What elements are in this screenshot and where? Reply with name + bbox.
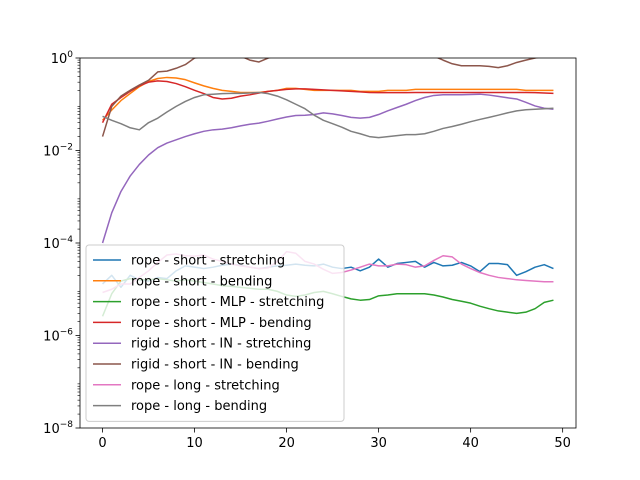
legend-label-rope-long-bending: rope - long - bending (131, 399, 267, 414)
legend-label-rigid-short-in-bending: rigid - short - IN - bending (131, 358, 299, 373)
legend-label-rigid-short-in-stretching: rigid - short - IN - stretching (131, 337, 311, 352)
legend: rope - short - stretching rope - short - … (85, 244, 345, 422)
series-line-rigid-short-in-bending (101, 58, 539, 137)
y-tick-exponent: −6 (60, 328, 74, 338)
y-tick-exponent: −4 (60, 235, 74, 245)
legend-label-rope-short-bending: rope - short - bending (131, 274, 272, 289)
y-tick-base: 10 (43, 145, 60, 160)
y-tick-label: 10−4 (43, 235, 73, 252)
y-tick-label: 10−2 (43, 143, 73, 160)
x-axis: 0 10 20 30 40 50 (98, 428, 571, 451)
y-tick-base: 10 (43, 330, 60, 345)
x-tick-label: 40 (462, 436, 479, 451)
legend-box (85, 244, 345, 422)
series-line-rope-short-mlp-bending (101, 80, 554, 123)
y-tick-exponent: −2 (60, 143, 73, 153)
legend-label-rope-short-mlp-bending: rope - short - MLP - bending (131, 316, 312, 331)
y-tick-base: 10 (51, 52, 68, 67)
y-tick-base: 10 (43, 422, 60, 437)
x-tick-label: 10 (186, 436, 203, 451)
legend-label-rope-short-mlp-stretching: rope - short - MLP - stretching (131, 295, 324, 310)
y-tick-exponent: −8 (60, 420, 74, 430)
y-tick-base: 10 (43, 237, 60, 252)
x-tick-label: 20 (278, 436, 295, 451)
y-tick-label: 10−6 (43, 328, 73, 345)
legend-label-rope-long-stretching: rope - long - stretching (131, 378, 280, 393)
x-tick-label: 0 (98, 436, 106, 451)
series-line-rope-long-bending (102, 91, 554, 139)
series-line-rigid-short-in-stretching (101, 93, 554, 244)
x-tick-label: 30 (370, 436, 387, 451)
y-tick-label: 10−8 (43, 420, 73, 437)
y-tick-label: 100 (51, 50, 74, 67)
x-tick-label: 50 (554, 436, 571, 451)
y-tick-exponent: 0 (67, 50, 73, 60)
legend-label-rope-short-stretching: rope - short - stretching (131, 254, 285, 269)
